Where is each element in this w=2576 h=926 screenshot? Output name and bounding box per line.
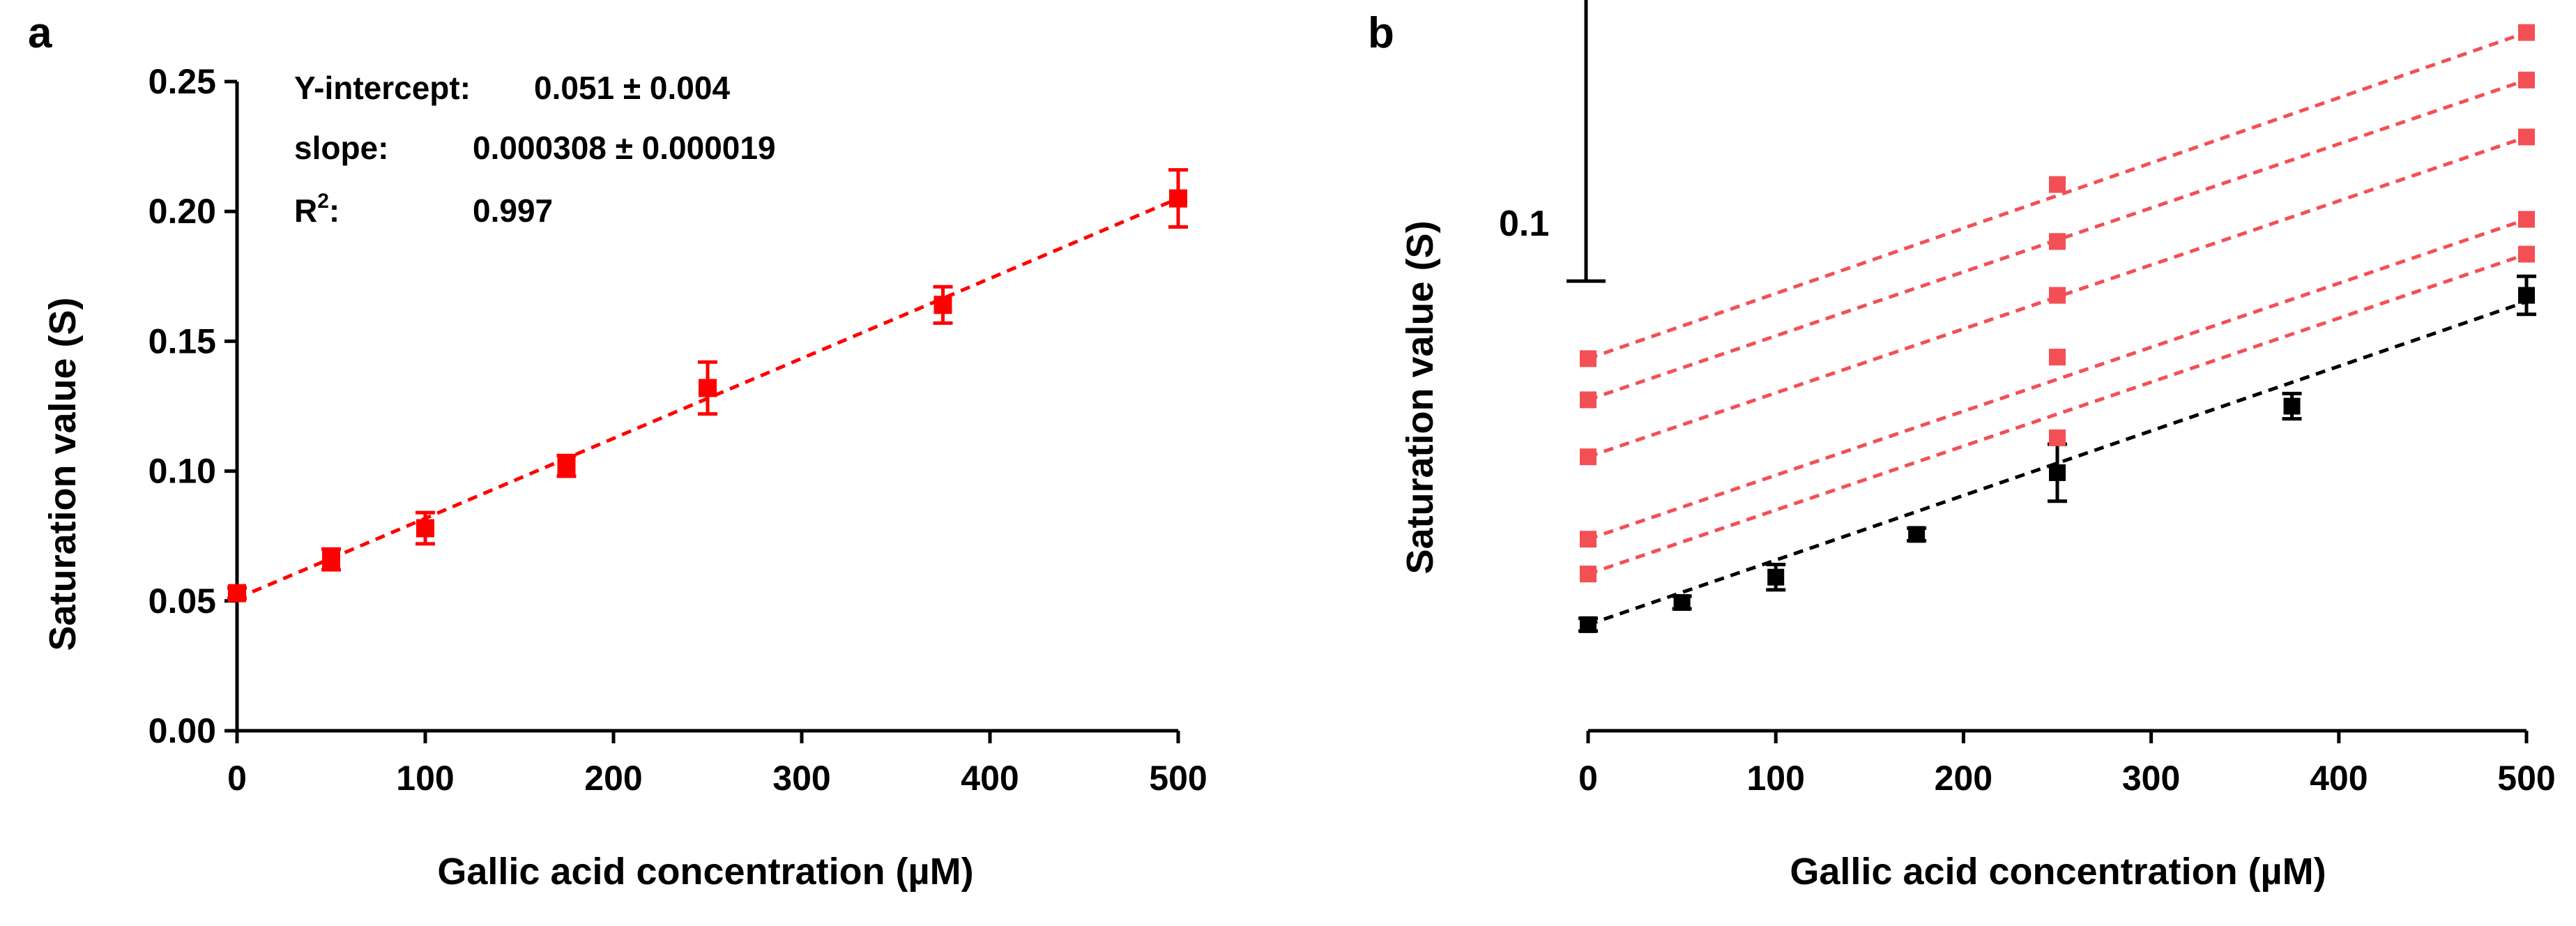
panel-b-fit-lines bbox=[1587, 31, 2527, 627]
panel-a-y-tick-label: 0.00 bbox=[148, 711, 216, 750]
panel-b-series-3-point-1 bbox=[2049, 287, 2066, 304]
panel-b-fit-line bbox=[1587, 135, 2527, 459]
panel-a: a 0.00 0.05 0.10 0.15 0.20 0.25 0 100 200 300 400… bbox=[28, 9, 1207, 893]
panel-a-y-axis-title: Saturation value (S) bbox=[42, 297, 84, 651]
panel-b-data-points bbox=[1578, 24, 2536, 633]
panel-a-x-tick-label: 100 bbox=[396, 759, 454, 798]
panel-a-x-axis: 0 100 200 300 400 500 bbox=[227, 729, 1207, 798]
panel-a-y-tick-label: 0.10 bbox=[148, 452, 216, 491]
panel-b-x-tick-label: 200 bbox=[1935, 759, 1992, 798]
panel-b-y-axis-title: Saturation value (S) bbox=[1399, 220, 1441, 574]
panel-b-series-0-point-5 bbox=[2283, 397, 2301, 415]
panel-a-series-0-point-4 bbox=[699, 379, 717, 397]
panel-b-series-2-point-0 bbox=[1580, 531, 1596, 548]
panel-b-series-0-point-3 bbox=[1908, 526, 1926, 543]
panel-a-x-tick-label: 0 bbox=[227, 759, 247, 798]
panel-b-x-tick-label: 400 bbox=[2310, 759, 2368, 798]
panel-b-label: b bbox=[1368, 9, 1394, 57]
panel-b-x-tick-label: 300 bbox=[2122, 759, 2180, 798]
panel-b-x-tick-label: 500 bbox=[2497, 759, 2555, 798]
panel-b-series-0-point-6 bbox=[2518, 287, 2535, 304]
panel-b-series-4-point-2 bbox=[2518, 71, 2535, 89]
panel-a-x-tick-label: 300 bbox=[772, 759, 830, 798]
r-squared-value: 0.997 bbox=[473, 192, 553, 229]
panel-b-fit-line bbox=[1587, 78, 2527, 402]
panel-b-series-2-point-1 bbox=[2049, 349, 2066, 366]
panel-a-fit-statistics: Y-intercept: 0.051 ± 0.004 slope: 0.0003… bbox=[294, 70, 776, 229]
panel-b-series-4-point-1 bbox=[2049, 233, 2066, 250]
panel-a-x-axis-title: Gallic acid concentration (µM) bbox=[437, 851, 973, 893]
intercept-label: Y-intercept: bbox=[294, 70, 471, 106]
panel-b-fit-line bbox=[1587, 300, 2527, 627]
panel-a-y-tick-label: 0.20 bbox=[148, 192, 216, 231]
panel-b-series-0-point-4 bbox=[2049, 464, 2066, 481]
panel-b-fit-line bbox=[1587, 218, 2527, 541]
slope-value: 0.000308 ± 0.000019 bbox=[473, 130, 776, 166]
intercept-value: 0.051 ± 0.004 bbox=[534, 70, 730, 106]
panel-b-x-tick-label: 100 bbox=[1746, 759, 1804, 798]
panel-a-x-tick-label: 200 bbox=[584, 759, 642, 798]
panel-a-x-tick-label: 500 bbox=[1149, 759, 1207, 798]
panel-b: b 0 100 200 300 400 500 0.1 Saturation value … bbox=[1368, 0, 2556, 893]
panel-b-x-axis: 0 100 200 300 400 500 bbox=[1578, 729, 2556, 798]
panel-a-label: a bbox=[28, 9, 52, 57]
panel-b-series-3-point-0 bbox=[1580, 448, 1596, 466]
panel-a-series-0-point-0 bbox=[228, 584, 246, 602]
panel-a-y-tick-label: 0.15 bbox=[148, 321, 216, 360]
panel-a-y-axis: 0.00 0.05 0.10 0.15 0.20 0.25 bbox=[148, 62, 239, 750]
panel-b-series-0-point-2 bbox=[1767, 568, 1785, 586]
panel-a-y-tick-label: 0.25 bbox=[148, 62, 216, 101]
panel-b-series-0-point-0 bbox=[1580, 616, 1596, 633]
panel-b-series-4-point-0 bbox=[1580, 391, 1596, 409]
panel-b-series-5-point-2 bbox=[2518, 24, 2535, 41]
panel-a-series-0-point-6 bbox=[1169, 189, 1187, 208]
panel-a-data-points bbox=[227, 168, 1188, 602]
panel-b-series-1-point-0 bbox=[1580, 566, 1596, 583]
slope-label: slope: bbox=[294, 130, 388, 166]
panel-b-series-5-point-0 bbox=[1580, 350, 1596, 367]
panel-b-scale-bar bbox=[1567, 0, 1606, 283]
r-squared-label: R2: bbox=[294, 190, 340, 229]
panel-b-series-2-point-2 bbox=[2518, 211, 2535, 228]
panel-a-y-tick-label: 0.05 bbox=[148, 582, 216, 621]
panel-a-series-0-point-5 bbox=[933, 296, 952, 314]
panel-a-series-0-point-1 bbox=[322, 550, 340, 569]
panel-b-series-1-point-1 bbox=[2049, 429, 2066, 446]
panel-b-series-5-point-1 bbox=[2049, 176, 2066, 193]
panel-a-x-tick-label: 400 bbox=[961, 759, 1019, 798]
panel-b-series-1-point-2 bbox=[2518, 245, 2535, 263]
panel-b-series-0-point-1 bbox=[1673, 594, 1691, 612]
panel-b-x-axis-title: Gallic acid concentration (µM) bbox=[1790, 851, 2326, 893]
panel-a-series-0-point-3 bbox=[557, 457, 576, 476]
panel-b-fit-line bbox=[1587, 31, 2527, 360]
panel-b-fit-line bbox=[1587, 252, 2527, 576]
panel-b-series-3-point-2 bbox=[2518, 128, 2535, 146]
panel-a-series-0-point-2 bbox=[416, 519, 434, 538]
panel-b-x-tick-label: 0 bbox=[1578, 759, 1598, 798]
scale-bar-label: 0.1 bbox=[1499, 204, 1549, 244]
